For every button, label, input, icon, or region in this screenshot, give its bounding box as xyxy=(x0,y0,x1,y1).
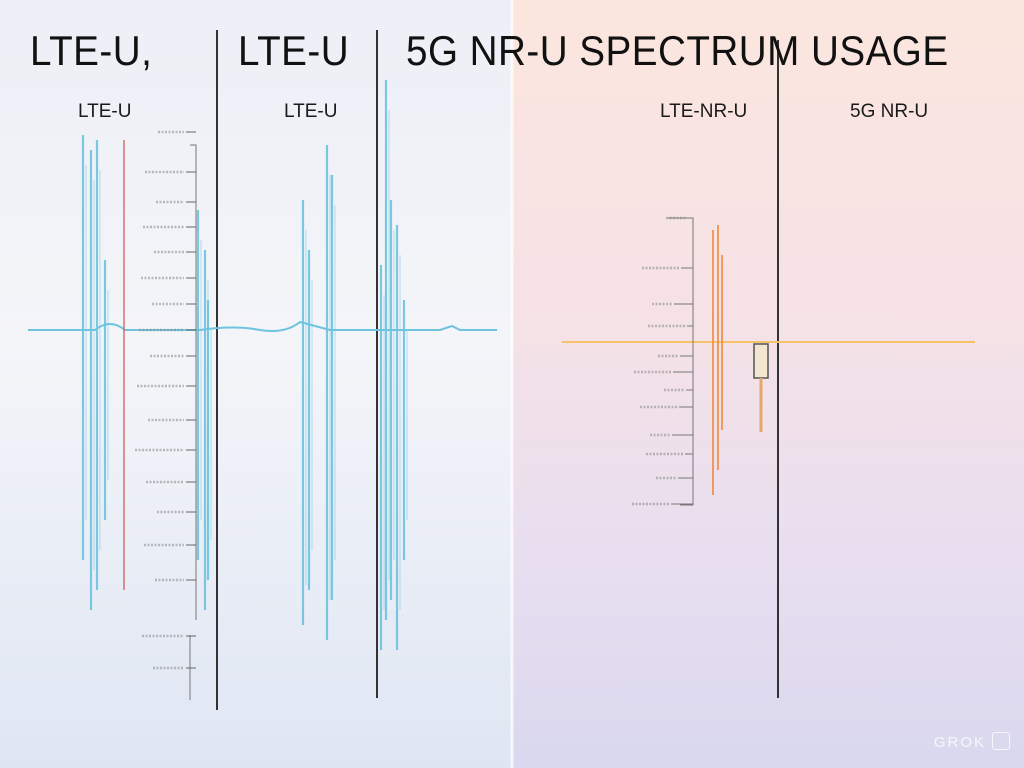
lte-label-bracket xyxy=(190,144,197,620)
watermark-text: GROK xyxy=(933,734,986,751)
nr-label-bracket xyxy=(668,217,694,506)
right-panel-background xyxy=(512,0,1024,768)
title-part-lte-u-2: LTE-U xyxy=(238,27,350,74)
panel-label-lte-u-1: LTE-U xyxy=(78,101,132,122)
watermark-logo-icon xyxy=(992,732,1010,750)
panel-label-5g-nr-u: 5G NR-U xyxy=(850,101,929,122)
nr-device-box xyxy=(753,343,769,379)
panel-seam xyxy=(510,0,514,768)
panel-label-lte-u-2: LTE-U xyxy=(284,101,338,122)
panel-label-lte-nr-u: LTE-NR-U xyxy=(660,101,748,122)
lte-baseline-trace xyxy=(28,320,497,332)
title-part-lte-u-1: LTE-U, xyxy=(30,27,153,74)
watermark: GROK xyxy=(934,732,1010,754)
title-part-5g-nr-u: 5G NR-U SPECTRUM USAGE xyxy=(406,27,949,74)
left-panel-background xyxy=(0,0,512,768)
